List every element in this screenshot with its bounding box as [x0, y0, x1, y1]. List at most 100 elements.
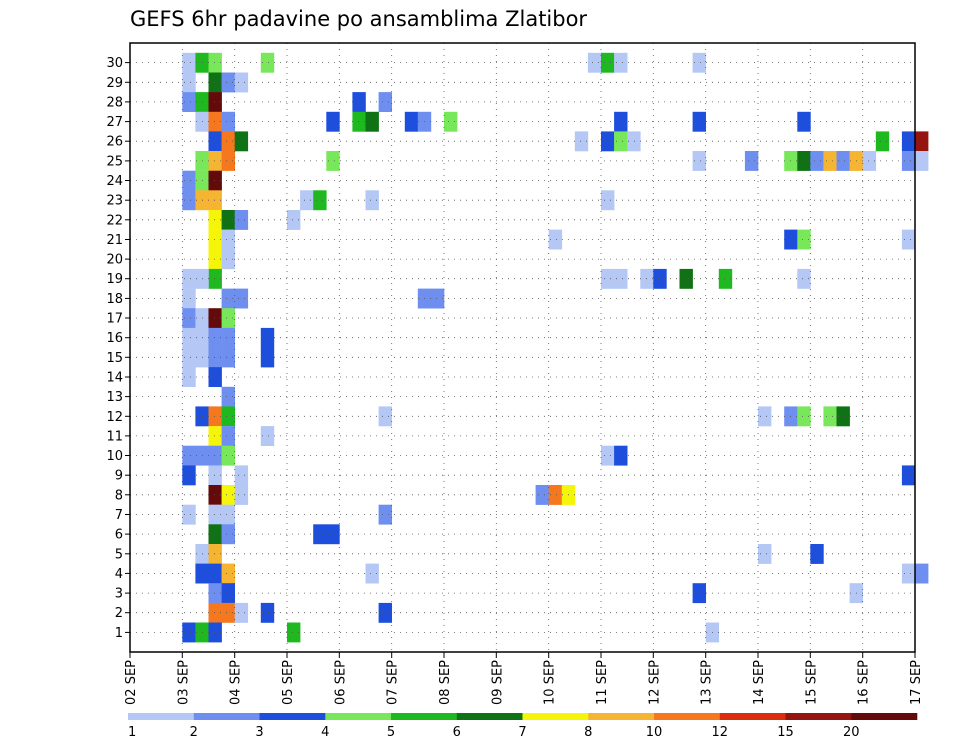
- legend-color-swatch: [391, 713, 457, 720]
- heatmap-cell: [208, 170, 222, 191]
- heatmap-cell: [365, 563, 379, 584]
- heatmap-cell: [221, 563, 235, 584]
- heatmap-cell: [810, 151, 824, 171]
- heatmap-cell: [326, 524, 340, 545]
- heatmap-cell: [797, 406, 811, 427]
- y-tick-label: 15: [106, 351, 123, 366]
- legend-color-swatch: [325, 713, 392, 720]
- heatmap-cell: [221, 288, 235, 309]
- legend-label: 15: [777, 725, 794, 740]
- heatmap-cell: [221, 347, 235, 368]
- y-tick-label: 20: [106, 253, 123, 268]
- heatmap-cell: [221, 504, 235, 525]
- heatmap-cell: [221, 327, 235, 348]
- heatmap-cell: [797, 268, 811, 289]
- x-axis-labels: 02 SEP 03 SEP 04 SEP 05 SEP 06 SEP 07 SEP 08 S…: [124, 652, 924, 705]
- heatmap-cell: [692, 111, 706, 132]
- heatmap-cell: [221, 229, 235, 250]
- heatmap-cell: [208, 544, 222, 564]
- legend-label: 12: [712, 725, 729, 740]
- heatmap-cell: [221, 386, 235, 407]
- heatmap-cell: [718, 268, 733, 289]
- x-tick-label: 09 SEP: [490, 660, 505, 705]
- y-tick-label: 11: [106, 429, 123, 444]
- heatmap-cell: [915, 563, 929, 584]
- dotted-grid: [130, 43, 916, 652]
- heatmap-cell: [744, 151, 759, 171]
- heatmap-cell: [182, 288, 196, 309]
- heatmap-cell: [221, 426, 235, 446]
- heatmap-cell: [601, 445, 615, 466]
- heatmap-cell: [352, 92, 366, 112]
- heatmap-cell: [221, 151, 235, 171]
- legend-color-swatch: [719, 713, 786, 720]
- heatmap-cell: [221, 524, 235, 545]
- y-tick-label: 26: [106, 135, 123, 150]
- heatmap-cell: [601, 268, 615, 289]
- y-tick-label: 16: [106, 331, 123, 346]
- plot-frame: [129, 42, 916, 653]
- heatmap-cell: [365, 111, 379, 132]
- heatmap-cell: [614, 52, 628, 73]
- heatmap-cell: [234, 72, 249, 93]
- heatmap-cell: [692, 583, 706, 604]
- legend-color-swatch: [128, 713, 194, 720]
- legend-label: 2: [190, 725, 198, 740]
- heatmap-cell: [797, 229, 811, 250]
- heatmap-cell: [208, 583, 222, 604]
- heatmap-cell: [260, 347, 275, 368]
- heatmap-cell: [208, 190, 222, 211]
- y-tick-label: 27: [106, 115, 123, 130]
- heatmap-cell: [444, 111, 458, 132]
- x-tick-label: 02 SEP: [124, 660, 139, 705]
- heatmap-cell: [260, 327, 275, 348]
- heatmap-cell: [208, 465, 222, 486]
- x-tick-label: 10 SEP: [543, 660, 558, 705]
- x-tick-label: 06 SEP: [333, 660, 348, 705]
- y-tick-label: 30: [106, 56, 123, 71]
- heatmap-cell: [548, 229, 563, 250]
- y-tick-label: 9: [115, 469, 123, 484]
- heatmap-cell: [653, 268, 667, 289]
- heatmap-cell: [182, 52, 196, 73]
- heatmap-cell: [535, 485, 549, 505]
- heatmap-cell: [182, 327, 196, 348]
- heatmap-cell: [182, 308, 196, 329]
- x-tick-label: 05 SEP: [281, 660, 296, 705]
- heatmap-cell: [587, 52, 602, 73]
- heatmap-cell: [208, 426, 222, 446]
- heatmap-cell: [810, 544, 824, 564]
- heatmap-cell: [182, 170, 196, 191]
- heatmap-cell: [326, 111, 340, 132]
- heatmap-cell: [836, 406, 850, 427]
- x-tick-label: 15 SEP: [804, 660, 819, 705]
- heatmap-cell: [260, 602, 275, 623]
- heatmap-cell: [182, 347, 196, 368]
- heatmap-cell: [378, 406, 392, 427]
- heatmap-cell: [208, 524, 222, 545]
- y-tick-label: 4: [115, 567, 123, 582]
- heatmap-cell: [378, 92, 392, 112]
- chart-title: GEFS 6hr padavine po ansamblima Zlatibor: [130, 7, 587, 31]
- heatmap-cell: [365, 190, 379, 211]
- legend-label: 20: [843, 725, 860, 740]
- heatmap-cell: [326, 151, 340, 171]
- heatmap-cell: [287, 622, 301, 643]
- y-axis-labels: 1234567891011121314151617181920212223242…: [106, 56, 130, 641]
- x-tick-label: 11 SEP: [595, 660, 610, 705]
- x-tick-label: 07 SEP: [386, 660, 401, 705]
- heatmap-cell: [208, 52, 222, 73]
- heatmap-cell: [797, 111, 811, 132]
- heatmap-cell: [208, 111, 222, 132]
- heatmap-cell: [915, 151, 929, 171]
- heatmap-cell: [208, 445, 222, 466]
- legend-label: 3: [255, 725, 263, 740]
- heatmap-cell: [182, 504, 196, 525]
- heatmap-cell: [221, 72, 235, 93]
- heatmap-cell: [234, 210, 249, 230]
- y-tick-label: 25: [106, 154, 123, 169]
- heatmap-cell: [679, 268, 693, 289]
- heatmap-cell: [601, 190, 615, 211]
- heatmap-cell: [548, 485, 563, 505]
- legend-label: 1: [128, 725, 136, 740]
